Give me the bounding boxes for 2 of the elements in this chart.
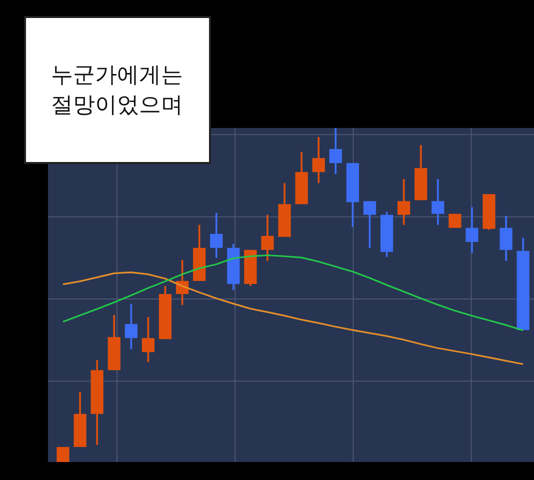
chart-title: 누군가에게는 절망이었으며 xyxy=(51,63,183,118)
title: 누군가에게는 절망이었으며 xyxy=(24,16,211,164)
